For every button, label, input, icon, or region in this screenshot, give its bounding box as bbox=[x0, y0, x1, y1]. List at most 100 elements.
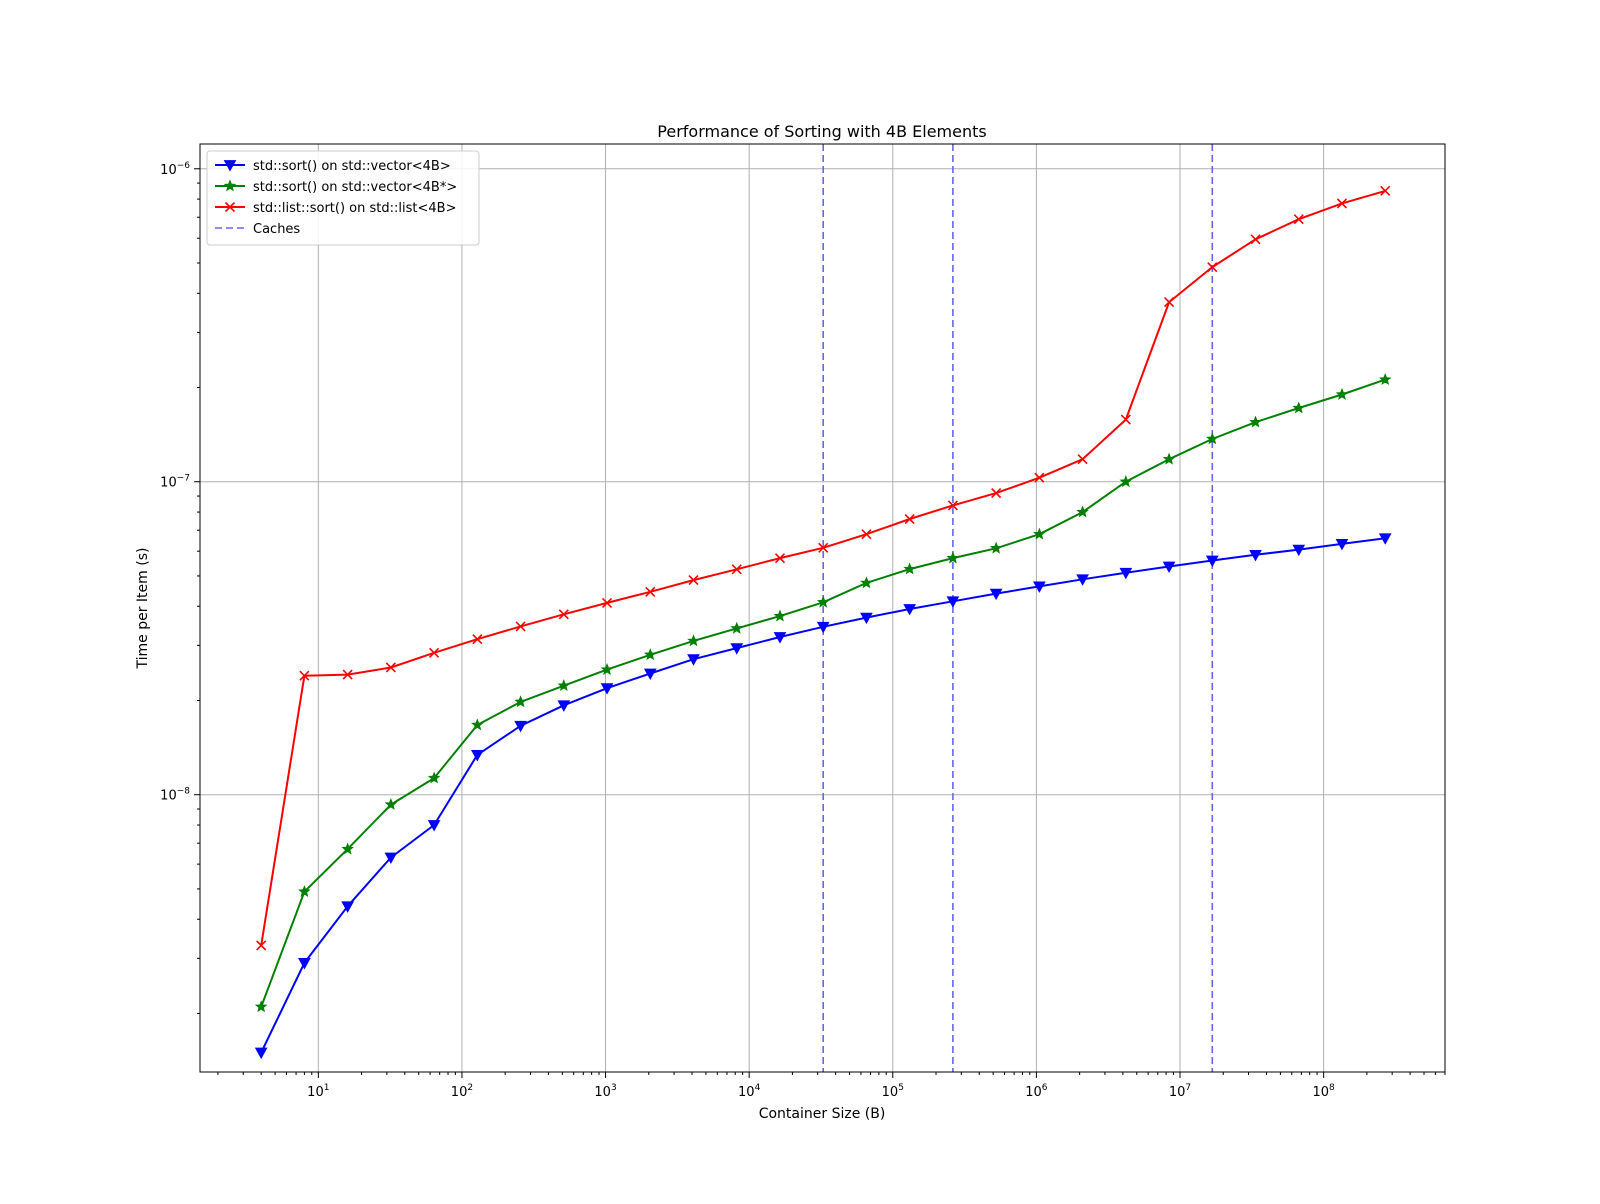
data-point bbox=[1162, 561, 1176, 574]
legend-label: std::sort() on std::vector<4B> bbox=[253, 159, 451, 174]
legend-item: std::sort() on std::vector<4B> bbox=[215, 159, 451, 174]
data-point bbox=[299, 670, 310, 681]
data-point bbox=[1292, 401, 1306, 414]
legend-item: Caches bbox=[215, 222, 300, 237]
data-point bbox=[903, 604, 917, 616]
series-lines bbox=[254, 185, 1392, 1060]
data-point bbox=[254, 1000, 268, 1013]
data-point bbox=[818, 542, 829, 553]
data-point bbox=[860, 576, 873, 589]
data-point bbox=[730, 643, 744, 655]
legend: std::sort() on std::vector<4B>std::sort(… bbox=[206, 150, 480, 246]
plot-frame bbox=[199, 143, 1446, 1073]
x-tick-label: 102 bbox=[451, 1083, 473, 1100]
data-point bbox=[904, 513, 915, 525]
data-point bbox=[557, 679, 571, 692]
data-point bbox=[1207, 262, 1218, 273]
data-point bbox=[1119, 567, 1133, 580]
x-tick-label: 105 bbox=[882, 1083, 904, 1100]
data-point bbox=[515, 621, 526, 632]
data-point bbox=[341, 901, 354, 913]
series-2 bbox=[254, 373, 1392, 1013]
data-point bbox=[601, 597, 613, 608]
cache-lines bbox=[822, 144, 1214, 1072]
data-point bbox=[254, 1047, 268, 1060]
data-point bbox=[731, 564, 742, 575]
x-tick-label: 104 bbox=[738, 1083, 761, 1100]
data-point bbox=[1378, 373, 1392, 385]
data-point bbox=[384, 797, 398, 810]
data-point bbox=[774, 553, 786, 564]
data-point bbox=[643, 668, 657, 680]
data-point bbox=[946, 551, 960, 564]
data-point bbox=[687, 654, 700, 666]
data-point bbox=[991, 488, 1002, 499]
data-point bbox=[946, 596, 960, 608]
y-tick-label: 10−6 bbox=[160, 161, 190, 178]
series-3 bbox=[256, 185, 1391, 951]
x-tick-label: 107 bbox=[1169, 1083, 1191, 1100]
legend-label: std::sort() on std::vector<4B*> bbox=[253, 180, 457, 195]
data-point bbox=[223, 160, 237, 172]
data-point bbox=[1335, 538, 1349, 551]
data-point bbox=[298, 885, 311, 897]
data-point bbox=[385, 662, 396, 673]
data-point bbox=[470, 750, 484, 762]
data-point bbox=[1250, 234, 1261, 245]
data-point bbox=[429, 647, 440, 658]
data-point bbox=[427, 820, 441, 832]
x-tick-label: 106 bbox=[1025, 1083, 1048, 1100]
data-point bbox=[861, 529, 872, 540]
legend-item: std::sort() on std::vector<4B*> bbox=[215, 179, 457, 195]
series-1 bbox=[254, 533, 1392, 1060]
x-tick-label: 101 bbox=[307, 1083, 329, 1100]
data-point bbox=[1033, 527, 1046, 540]
data-point bbox=[1336, 198, 1348, 209]
data-point bbox=[773, 609, 787, 622]
data-point bbox=[1335, 387, 1349, 400]
data-point bbox=[989, 541, 1003, 554]
data-point bbox=[644, 648, 657, 661]
data-point bbox=[645, 586, 656, 597]
legend-item: std::list::sort() on std::list<4B> bbox=[215, 201, 456, 216]
data-point bbox=[472, 634, 483, 645]
y-tick-label: 10−8 bbox=[160, 787, 190, 804]
data-point bbox=[773, 632, 787, 644]
y-tick-label: 10−7 bbox=[160, 474, 190, 491]
data-point bbox=[1292, 544, 1306, 557]
data-point bbox=[1120, 414, 1131, 425]
data-point bbox=[298, 958, 311, 970]
data-point bbox=[427, 771, 441, 784]
data-point bbox=[1378, 533, 1392, 545]
data-point bbox=[341, 842, 354, 855]
data-point bbox=[989, 588, 1003, 601]
data-point bbox=[1249, 549, 1262, 562]
data-point bbox=[816, 595, 830, 608]
data-point bbox=[223, 179, 237, 192]
data-point bbox=[688, 575, 699, 586]
legend-label: Caches bbox=[253, 222, 300, 237]
data-point bbox=[224, 201, 236, 213]
data-point bbox=[600, 663, 614, 675]
data-point bbox=[384, 852, 398, 865]
x-axis-label: Container Size (B) bbox=[759, 1106, 886, 1122]
data-point bbox=[1033, 581, 1046, 593]
data-point bbox=[471, 718, 484, 731]
data-point bbox=[816, 621, 830, 634]
data-point bbox=[947, 500, 958, 511]
data-point bbox=[860, 612, 873, 625]
data-point bbox=[557, 700, 571, 712]
x-tick-label: 103 bbox=[594, 1083, 616, 1100]
data-point bbox=[1034, 472, 1045, 483]
data-point bbox=[600, 683, 614, 695]
data-point bbox=[1163, 297, 1175, 308]
data-point bbox=[1205, 555, 1219, 568]
y-axis-label: Time per Item (s) bbox=[135, 548, 151, 670]
data-point bbox=[342, 669, 353, 680]
data-point bbox=[514, 720, 527, 733]
data-point bbox=[558, 609, 569, 620]
data-point bbox=[1076, 505, 1089, 518]
data-point bbox=[1076, 574, 1089, 586]
data-point bbox=[1249, 415, 1262, 428]
data-point bbox=[1293, 214, 1304, 225]
